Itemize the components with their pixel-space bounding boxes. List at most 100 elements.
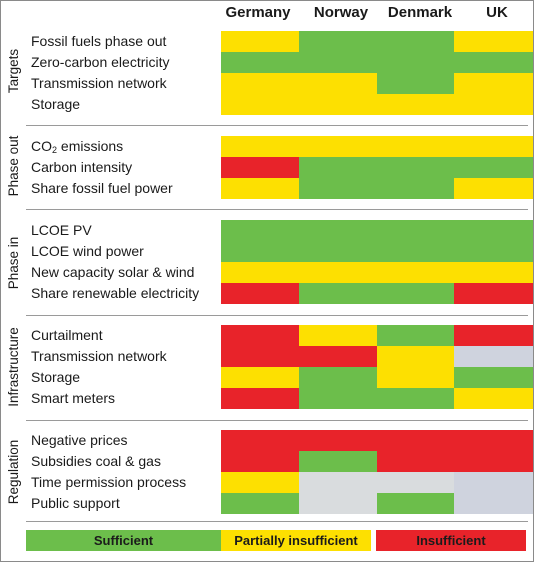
group-label-regulation: Regulation <box>6 439 21 505</box>
row-label-lcoe-wind-power: LCOE wind power <box>31 243 144 259</box>
assessment-cell-uk <box>454 241 533 262</box>
assessment-cell-uk <box>454 31 533 52</box>
assessment-cell-germany <box>221 388 307 409</box>
assessment-cell-norway <box>299 31 385 52</box>
assessment-cell-uk <box>454 430 533 451</box>
assessment-cell-denmark <box>377 367 463 388</box>
assessment-cell-norway <box>299 472 385 493</box>
group-separator <box>26 315 528 316</box>
assessment-cell-uk <box>454 52 533 73</box>
group-label-phase-out: Phase out <box>6 135 21 197</box>
assessment-cell-denmark <box>377 283 463 304</box>
assessment-cell-uk <box>454 472 533 493</box>
assessment-cell-denmark <box>377 241 463 262</box>
assessment-cell-uk <box>454 262 533 283</box>
assessment-cell-norway <box>299 325 385 346</box>
assessment-cell-uk <box>454 325 533 346</box>
assessment-cell-denmark <box>377 472 463 493</box>
assessment-cell-uk <box>454 283 533 304</box>
assessment-cell-norway <box>299 52 385 73</box>
assessment-cell-norway <box>299 388 385 409</box>
co2-main-text: CO <box>31 138 52 154</box>
assessment-cell-denmark <box>377 31 463 52</box>
row-label-time-permission-process: Time permission process <box>31 474 187 490</box>
assessment-cell-denmark <box>377 388 463 409</box>
assessment-cell-germany <box>221 346 307 367</box>
assessment-cell-denmark <box>377 220 463 241</box>
assessment-cell-norway <box>299 367 385 388</box>
assessment-cell-germany <box>221 241 307 262</box>
column-header-denmark: Denmark <box>387 4 453 21</box>
assessment-cell-uk <box>454 94 533 115</box>
assessment-cell-norway <box>299 178 385 199</box>
row-label-negative-prices: Negative prices <box>31 432 128 448</box>
row-label-carbon-intensity: Carbon intensity <box>31 159 133 175</box>
row-label-fossil-fuels-phase-out: Fossil fuels phase out <box>31 33 167 49</box>
row-label-share-fossil-fuel-power: Share fossil fuel power <box>31 180 173 196</box>
assessment-cell-uk <box>454 346 533 367</box>
assessment-cell-norway <box>299 262 385 283</box>
row-label-public-support: Public support <box>31 495 120 511</box>
column-header-uk: UK <box>486 4 508 21</box>
assessment-cell-denmark <box>377 52 463 73</box>
row-label-curtailment: Curtailment <box>31 327 103 343</box>
assessment-cell-uk <box>454 367 533 388</box>
row-label-transmission-network-targets: Transmission network <box>31 75 167 91</box>
row-label-new-capacity-solar-wind: New capacity solar & wind <box>31 264 195 280</box>
co2-tail-text: emissions <box>57 138 124 154</box>
co2-subscript: 2 <box>52 145 58 155</box>
assessment-cell-germany <box>221 31 307 52</box>
assessment-cell-germany <box>221 451 307 472</box>
assessment-cell-germany <box>221 367 307 388</box>
row-label-lcoe-pv: LCOE PV <box>31 222 92 238</box>
row-label-subsidies-coal-gas: Subsidies coal & gas <box>31 453 161 469</box>
row-label-co2-emissions: CO2 emissions <box>31 136 123 157</box>
assessment-cell-germany <box>221 157 307 178</box>
assessment-cell-uk <box>454 220 533 241</box>
assessment-cell-uk <box>454 451 533 472</box>
legend-insufficient: Insufficient <box>376 530 526 551</box>
row-label-share-renewable-electricity: Share renewable electricity <box>31 285 200 301</box>
assessment-cell-denmark <box>377 136 463 157</box>
assessment-cell-norway <box>299 157 385 178</box>
row-label-zero-carbon-electricity: Zero-carbon electricity <box>31 54 170 70</box>
assessment-cell-norway <box>299 346 385 367</box>
assessment-cell-uk <box>454 388 533 409</box>
assessment-cell-denmark <box>377 73 463 94</box>
assessment-cell-norway <box>299 136 385 157</box>
assessment-cell-norway <box>299 73 385 94</box>
assessment-cell-uk <box>454 178 533 199</box>
assessment-cell-norway <box>299 451 385 472</box>
column-header-germany: Germany <box>225 4 291 21</box>
assessment-cell-germany <box>221 178 307 199</box>
assessment-cell-uk <box>454 136 533 157</box>
row-label-storage-targets: Storage <box>31 96 81 112</box>
assessment-cell-denmark <box>377 157 463 178</box>
assessment-cell-uk <box>454 157 533 178</box>
group-label-infrastructure: Infrastructure <box>6 327 21 407</box>
group-separator <box>26 521 528 522</box>
assessment-cell-denmark <box>377 346 463 367</box>
assessment-cell-denmark <box>377 325 463 346</box>
assessment-cell-norway <box>299 220 385 241</box>
assessment-cell-germany <box>221 136 307 157</box>
legend-sufficient: Sufficient <box>26 530 221 551</box>
assessment-cell-germany <box>221 283 307 304</box>
assessment-cell-germany <box>221 94 307 115</box>
assessment-cell-norway <box>299 94 385 115</box>
group-separator <box>26 420 528 421</box>
assessment-cell-denmark <box>377 94 463 115</box>
group-separator <box>26 209 528 210</box>
group-label-targets: Targets <box>6 48 21 94</box>
row-label-smart-meters: Smart meters <box>31 390 116 406</box>
legend-partially-insufficient: Partially insufficient <box>221 530 371 551</box>
column-header-norway: Norway <box>313 4 369 21</box>
assessment-cell-germany <box>221 493 307 514</box>
assessment-cell-denmark <box>377 262 463 283</box>
assessment-cell-norway <box>299 241 385 262</box>
assessment-cell-germany <box>221 52 307 73</box>
assessment-cell-germany <box>221 430 307 451</box>
assessment-cell-norway <box>299 283 385 304</box>
assessment-cell-denmark <box>377 451 463 472</box>
